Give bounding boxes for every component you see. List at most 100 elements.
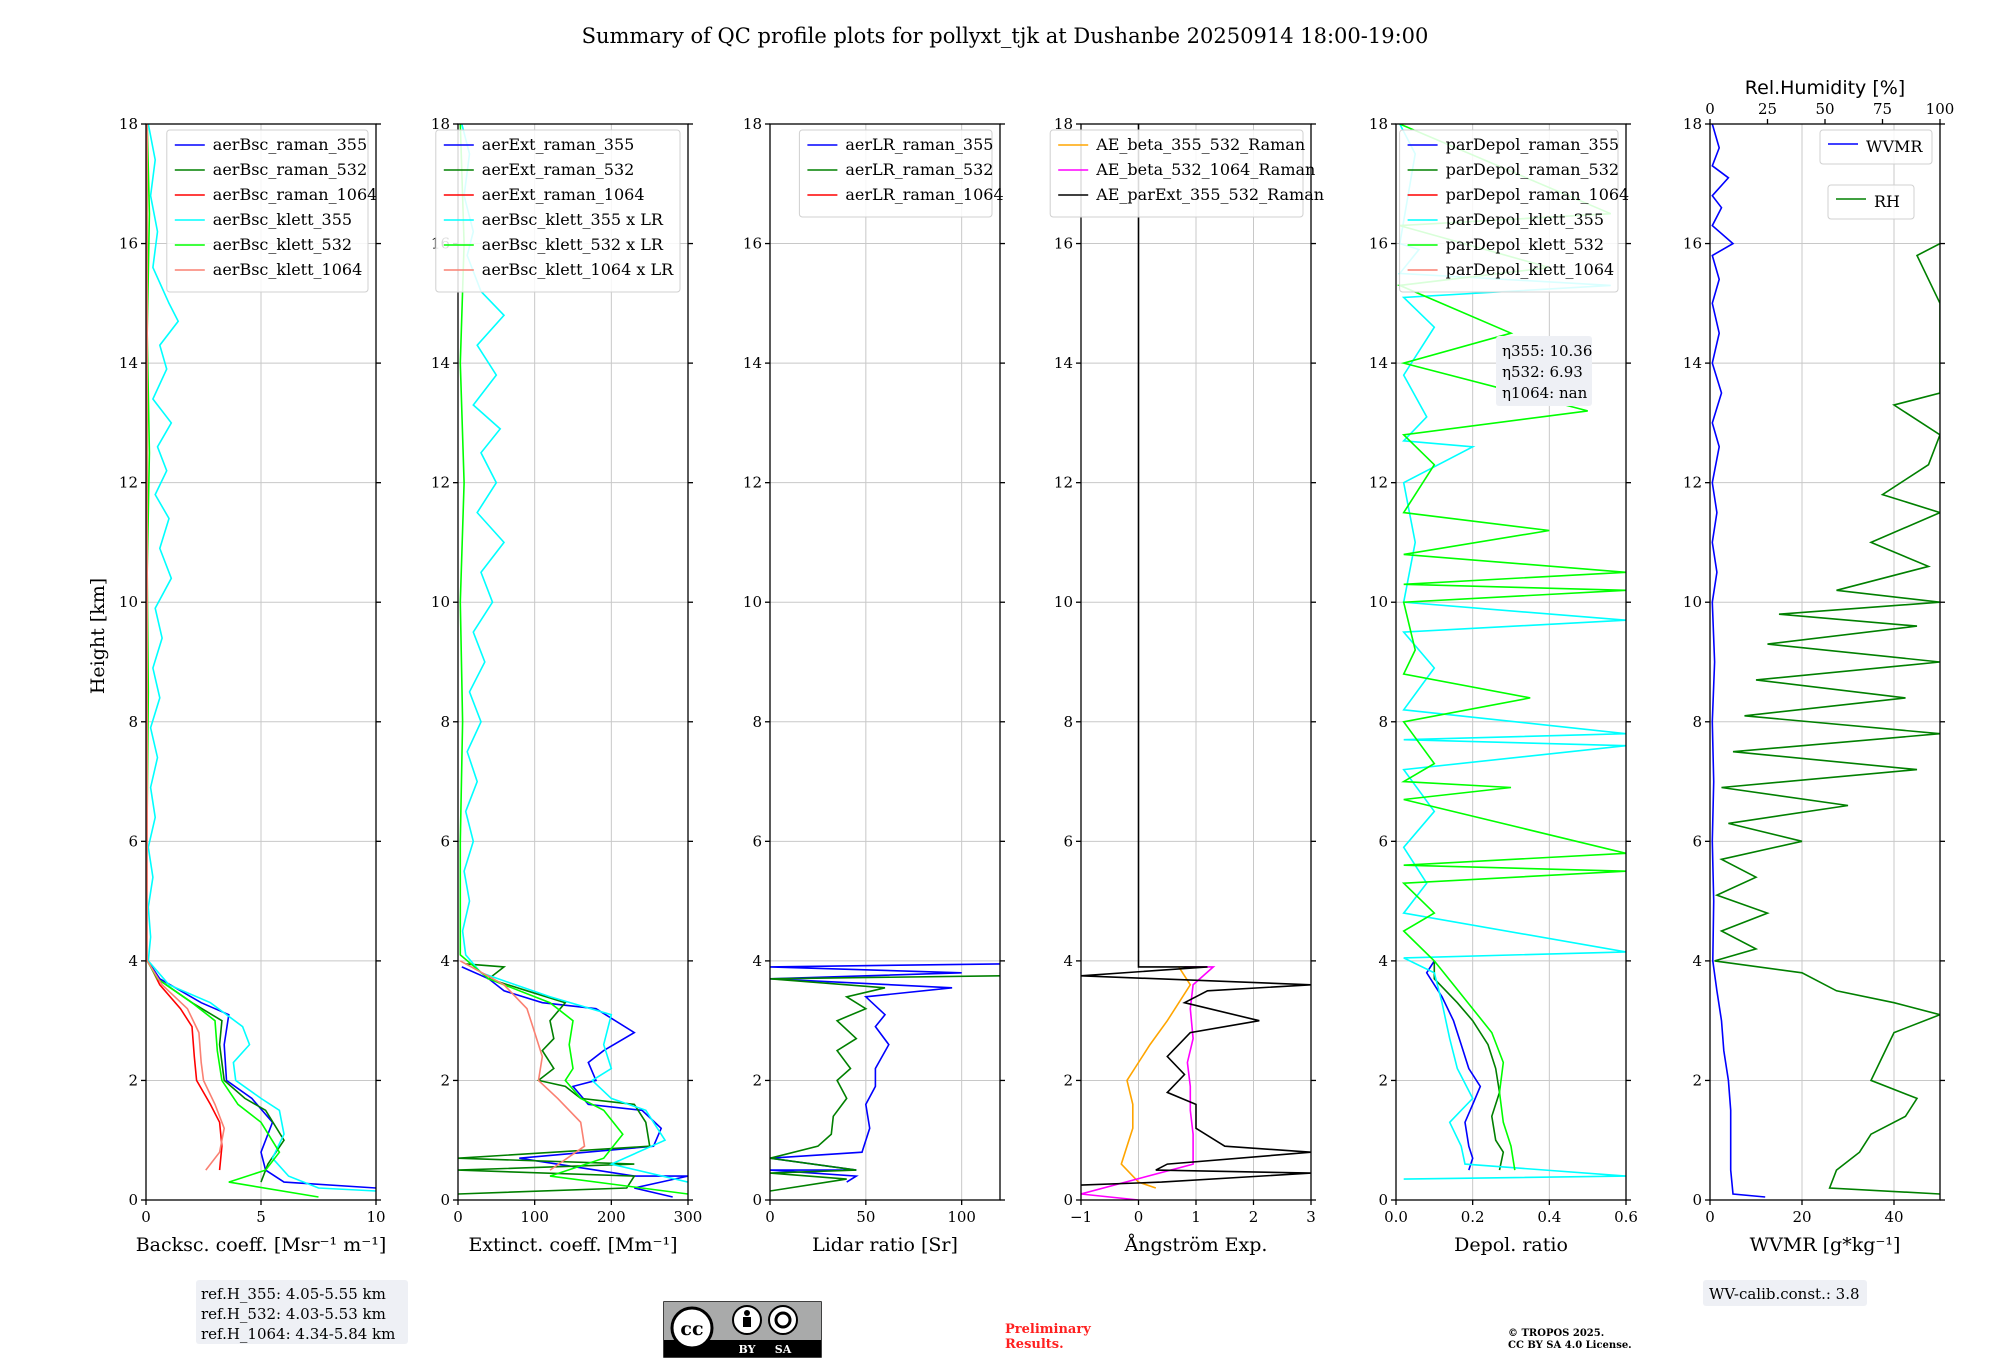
y-tick-label: 2 <box>1692 1071 1702 1089</box>
panel-5: 0 2 4 6 8 10 12 14 16 18 0.0 0.2 0.4 0.6 Depol. ratio p… <box>1369 115 1638 1256</box>
series-line-aerext-raman-532 <box>458 963 651 1195</box>
y-tick-label: 12 <box>1369 474 1388 492</box>
y-tick-label: 14 <box>743 354 762 372</box>
y-tick-label: 0 <box>1063 1191 1073 1209</box>
y-tick-label: 6 <box>752 832 762 850</box>
x-axis-label: Ångström Exp. <box>1124 1234 1268 1256</box>
wv-calib-box: WV-calib.const.: 3.8 <box>1703 1280 1867 1306</box>
x-tick-label: 100 <box>520 1208 549 1226</box>
legend-box <box>798 129 993 218</box>
panel-2: 0246810121416180100200300Extinct. coeff.… <box>431 115 702 1256</box>
legend-label: parDepol_raman_532 <box>1446 160 1619 179</box>
y-tick-label: 18 <box>1369 115 1388 133</box>
series-line-aerbsc-klett-1064 <box>146 124 226 1171</box>
y-tick-label: 6 <box>440 832 450 850</box>
top-x-tick-label: 0 <box>1705 100 1715 118</box>
legend-label: parDepol_klett_355 <box>1446 210 1604 229</box>
x-tick-label: 0 <box>765 1208 775 1226</box>
legend-box <box>1399 129 1619 293</box>
y-tick-label: 18 <box>743 115 762 133</box>
y-tick-label: 12 <box>743 474 762 492</box>
x-tick-label: 100 <box>947 1208 976 1226</box>
y-tick-label: 14 <box>1054 354 1073 372</box>
y-tick-label: 8 <box>1378 713 1388 731</box>
legend-label: parDepol_klett_532 <box>1446 235 1604 254</box>
x-tick-label: 0.2 <box>1461 1208 1485 1226</box>
legend-label: aerExt_raman_532 <box>482 160 635 179</box>
series-line-wvmr <box>1711 124 1766 1198</box>
y-tick-label: 8 <box>128 713 138 731</box>
legend-label: parDepol_klett_1064 <box>1446 260 1615 279</box>
ref-heights-box: ref.H_355: 4.05-5.55 km ref.H_532: 4.03-… <box>196 1280 408 1344</box>
series-group <box>146 124 376 1198</box>
y-tick-label: 4 <box>128 952 138 970</box>
y-tick-label: 8 <box>1692 713 1702 731</box>
y-tick-label: 18 <box>431 115 450 133</box>
y-tick-label: 2 <box>752 1071 762 1089</box>
y-tick-label: 16 <box>743 235 762 253</box>
y-tick-label: 18 <box>1683 115 1702 133</box>
series-group <box>770 963 1000 1192</box>
figure-title: Summary of QC profile plots for pollyxt_… <box>582 24 1429 48</box>
legend-box-wvmr <box>1819 129 1933 165</box>
panel-1: 0 2 4 6 8 10 12 14 16 18 0 5 10 Backsc. coeff. [Msr⁻¹… <box>119 115 386 1256</box>
legend-label: aerExt_raman_1064 <box>482 185 645 204</box>
y-tick-label: 18 <box>1054 115 1073 133</box>
x-tick-label: 40 <box>1884 1208 1903 1226</box>
y-tick-label: 14 <box>1683 354 1702 372</box>
x-tick-label: 10 <box>366 1208 385 1226</box>
y-tick-label: 6 <box>1692 832 1702 850</box>
series-line-aerlr-raman-532 <box>770 975 1000 1192</box>
x-tick-label: 50 <box>856 1208 875 1226</box>
preliminary-line-1: Preliminary <box>1005 1322 1091 1337</box>
legend-label: aerBsc_raman_1064 <box>213 185 378 204</box>
legend-label: aerBsc_klett_355 <box>213 210 352 229</box>
y-tick-label: 14 <box>119 354 138 372</box>
y-tick-label: 2 <box>128 1071 138 1089</box>
x-axis-label: Backsc. coeff. [Msr⁻¹ m⁻¹] <box>136 1234 387 1256</box>
y-tick-label: 4 <box>752 952 762 970</box>
x-tick-label: −1 <box>1070 1208 1092 1226</box>
x-tick-label: 1 <box>1191 1208 1201 1226</box>
y-tick-label: 0 <box>1378 1191 1388 1209</box>
x-tick-label: 0.4 <box>1537 1208 1561 1226</box>
y-tick-label: 4 <box>1378 952 1388 970</box>
legend-label: AE_beta_355_532_Raman <box>1095 135 1305 154</box>
series-line-ae-beta-355-532-raman <box>1120 966 1192 1189</box>
y-tick-label: 8 <box>752 713 762 731</box>
y-tick-label: 4 <box>440 952 450 970</box>
axes-frame <box>457 123 689 1201</box>
y-tick-label: 4 <box>1063 952 1073 970</box>
series-line-aerbsc-klett-1064-x-lr <box>459 960 586 1171</box>
y-tick-label: 2 <box>1063 1071 1073 1089</box>
series-line-pardepol-raman-532 <box>1433 960 1505 1171</box>
legend-label: aerBsc_klett_355 x LR <box>482 210 664 229</box>
y-tick-label: 14 <box>431 354 450 372</box>
y-tick-label: 0 <box>128 1191 138 1209</box>
y-tick-label: 6 <box>1063 832 1073 850</box>
panel-3: 0 2 4 6 8 10 12 14 16 18 0 50 100 Lidar ratio [Sr] aer… <box>743 115 1005 1256</box>
legend-box-rh <box>1827 184 1915 220</box>
x-tick-label: 0 <box>1705 1208 1715 1226</box>
x-axis-label: Extinct. coeff. [Mm⁻¹] <box>468 1234 677 1256</box>
x-tick-label: 0 <box>141 1208 151 1226</box>
legend-label: aerBsc_klett_532 <box>213 235 352 254</box>
top-x-tick-label: 50 <box>1815 100 1834 118</box>
top-x-axis-label: Rel.Humidity [%] <box>1745 77 1905 99</box>
series-line-pardepol-klett-355 <box>1398 124 1626 1180</box>
series-line-aerbsc-klett-355 <box>147 124 376 1192</box>
copyright-line-2: CC BY SA 4.0 License. <box>1508 1340 1632 1351</box>
x-tick-label: 2 <box>1249 1208 1259 1226</box>
series-line-aerbsc-klett-355-x-lr <box>461 124 688 1183</box>
y-tick-label: 10 <box>431 593 450 611</box>
y-tick-label: 14 <box>1369 354 1388 372</box>
y-tick-label: 12 <box>119 474 138 492</box>
series-group <box>1396 124 1626 1180</box>
series-line-aerbsc-raman-355 <box>147 960 376 1189</box>
preliminary-line-2: Results. <box>1005 1337 1064 1352</box>
y-tick-label: 0 <box>440 1191 450 1209</box>
copyright-line-1: © TROPOS 2025. <box>1508 1328 1604 1339</box>
y-tick-label: 10 <box>743 593 762 611</box>
